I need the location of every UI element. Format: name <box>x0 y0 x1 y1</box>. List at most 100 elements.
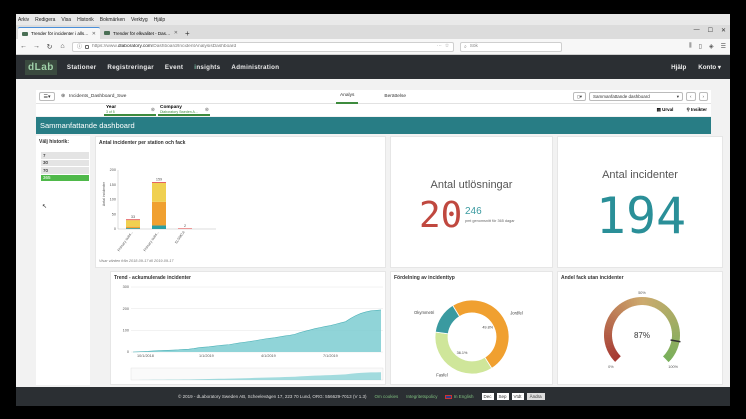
prev-sheet-button[interactable]: ‹ <box>686 92 696 101</box>
menu-historik[interactable]: Historik <box>77 16 94 23</box>
gauge-band-segment <box>649 298 655 307</box>
browser-tab-1[interactable]: Trender för incidenter i allsidor ✕ <box>18 27 100 39</box>
kpi-trips-avg-label: pmt genomsnitt för 365 dagar <box>465 219 515 223</box>
trend-xtick-label: 7/1/2019 <box>323 354 338 358</box>
sheet-selector[interactable]: Sammanfattande dashboard ▾ <box>589 92 683 101</box>
nav-event[interactable]: Event <box>164 63 184 71</box>
dashboard-title: Sammanfattande dashboard <box>36 117 711 134</box>
menu-arkiv[interactable]: Arkiv <box>18 16 30 23</box>
home-icon[interactable]: ⌂ <box>60 43 65 50</box>
urval-button[interactable]: ▤ Urval <box>656 107 674 112</box>
bar-category-label: SLSMCA <box>174 230 186 245</box>
reload-icon[interactable]: ↻ <box>46 43 53 51</box>
maximize-icon[interactable]: ☐ <box>707 28 713 34</box>
trend-chart: 0 100 200 300 10/1/2018 1/1/2019 4/1/2019 7/1/2… <box>123 285 384 381</box>
dlab-logo[interactable]: dLab <box>25 59 57 75</box>
hamburger-menu-icon[interactable]: ☰ <box>720 44 726 50</box>
language-link[interactable]: In English <box>445 394 474 399</box>
nav-stationer[interactable]: Stationer <box>66 63 97 71</box>
bar-data-label: 33 <box>131 215 135 219</box>
nav-registreringar[interactable]: Registreringar <box>107 63 154 71</box>
gauge-band-segment <box>624 299 631 309</box>
browser-toolbar-icons: ⫼ ▯ ◈ ☰ <box>689 43 726 50</box>
gauge-band-segment <box>659 304 667 313</box>
date-select-month[interactable]: Sep <box>496 393 509 400</box>
kpi-incidents-value: 194 <box>595 187 687 245</box>
donut-chart: 49.8% Jordfel 36.1% Fasfel Okymmetri <box>414 299 523 377</box>
nav-konto[interactable]: Konto ▾ <box>698 63 721 71</box>
shield-icon[interactable]: ◈ <box>708 44 714 50</box>
menu-visa[interactable]: Visa <box>61 16 72 23</box>
selection-chip-company[interactable]: Company Dlaboratory Sweden A... ⊗ <box>158 104 210 116</box>
page-actions-icon[interactable]: ··· <box>436 44 442 49</box>
close-icon[interactable]: ✕ <box>173 30 178 36</box>
history-item-365[interactable]: 365 <box>41 174 89 182</box>
clear-selection-icon[interactable]: ⊗ <box>204 106 209 113</box>
mouse-cursor-icon: ↖ <box>42 204 48 210</box>
gauge-band-segment <box>669 320 679 327</box>
kpi-trips-value: 20 <box>419 195 463 236</box>
history-item-30[interactable]: 30 <box>41 159 89 167</box>
donut-slice-label: Okymmetri <box>414 310 434 315</box>
date-select-year[interactable]: Vtdt <box>511 393 524 400</box>
bookmark-star-icon[interactable]: ☆ <box>444 44 449 49</box>
menu-button[interactable]: ☰▾ <box>39 92 55 101</box>
gauge-mid-label: 50% <box>638 291 646 295</box>
gauge-band-segment <box>604 341 614 347</box>
bar-segment <box>126 226 140 229</box>
app-name[interactable]: Incidents_Dashboard_Swe <box>69 94 127 99</box>
close-window-icon[interactable]: ✕ <box>720 28 726 34</box>
footer-privacy-link[interactable]: Integritetspolicy <box>406 394 438 399</box>
url-bar[interactable]: ⓘ https://www.dlaboratory.com/Dashboard/… <box>72 41 454 52</box>
bar-chart-footnote: Visar värden från 2018-09-17 till 2019-0… <box>99 259 174 263</box>
gauge-min-label: 0% <box>608 365 614 369</box>
gauge-band-segment <box>667 315 677 322</box>
history-item-70[interactable]: 70 <box>41 167 89 175</box>
next-sheet-button[interactable]: › <box>698 92 708 101</box>
footer-cookies-link[interactable]: Om cookies <box>374 394 399 399</box>
menu-verktyg[interactable]: Verktyg <box>131 16 148 23</box>
tab-label: Trender för incidenter i allsidor <box>31 31 89 36</box>
apply-button[interactable]: Ändra <box>526 393 545 400</box>
trend-minimap-area <box>133 372 381 380</box>
gauge-band-segment <box>604 325 613 331</box>
donut-value-label: 49.8% <box>482 326 493 330</box>
footer: © 2019 - dLaboratory Sweden AB, Scheelev… <box>16 387 730 406</box>
nav-hjalp[interactable]: Hjälp <box>671 63 687 71</box>
menu-hjalp[interactable]: Hjälp <box>153 16 166 23</box>
gauge-band-segment <box>608 314 617 322</box>
back-icon[interactable]: ← <box>20 43 27 50</box>
gauge-band-segment <box>606 317 616 324</box>
app-icon: ⊛ <box>61 94 66 99</box>
browser-nav-bar: ← → ↻ ⌂ ⓘ https://www.dlaboratory.com/Da… <box>16 39 730 55</box>
uk-flag-icon <box>445 394 453 399</box>
close-icon[interactable]: ✕ <box>91 30 96 37</box>
selection-chip-year[interactable]: Year 3 of 5 ⊗ <box>104 104 156 116</box>
trend-xtick-label: 4/1/2019 <box>261 354 276 358</box>
gauge-band-segment <box>668 346 678 353</box>
browser-menu-bar: Arkiv Redigera Visa Historik Bokmärken V… <box>16 14 730 25</box>
browser-search-input[interactable]: ⌕ Sök <box>460 41 562 52</box>
history-item-7[interactable]: 7 <box>41 152 89 160</box>
minimize-icon[interactable]: — <box>693 27 700 33</box>
url-text: https://www.dlaboratory.com/Dashboard/In… <box>92 44 237 49</box>
nav-insights[interactable]: insights <box>194 63 221 71</box>
info-icon[interactable]: ⓘ <box>77 44 83 50</box>
tab-analys[interactable]: Analys <box>336 90 359 104</box>
date-select-day[interactable]: Dec <box>481 393 494 400</box>
menu-bokmarken[interactable]: Bokmärken <box>99 16 126 23</box>
nav-administration[interactable]: Administration <box>231 63 280 71</box>
menu-redigera[interactable]: Redigera <box>35 16 56 23</box>
library-icon[interactable]: ⫼ <box>688 43 692 49</box>
trend-ytick-label: 0 <box>127 350 129 354</box>
bar-category-label: Primary subs... <box>143 230 160 252</box>
sidebar-icon[interactable]: ▯ <box>698 44 702 50</box>
new-tab-icon[interactable]: + <box>185 29 190 38</box>
forward-icon[interactable]: → <box>33 43 40 50</box>
tab-berattelse[interactable]: Berättelse <box>384 94 407 99</box>
insikter-button[interactable]: ⚲ Insikter <box>686 107 707 112</box>
device-button[interactable]: ▯▾ <box>573 92 586 101</box>
donut-slice-label: Fasfel <box>436 372 447 377</box>
clear-selection-icon[interactable]: ⊗ <box>150 106 155 113</box>
browser-tab-2[interactable]: Trender för elkvalitet - Dashboa... ✕ <box>100 27 182 39</box>
